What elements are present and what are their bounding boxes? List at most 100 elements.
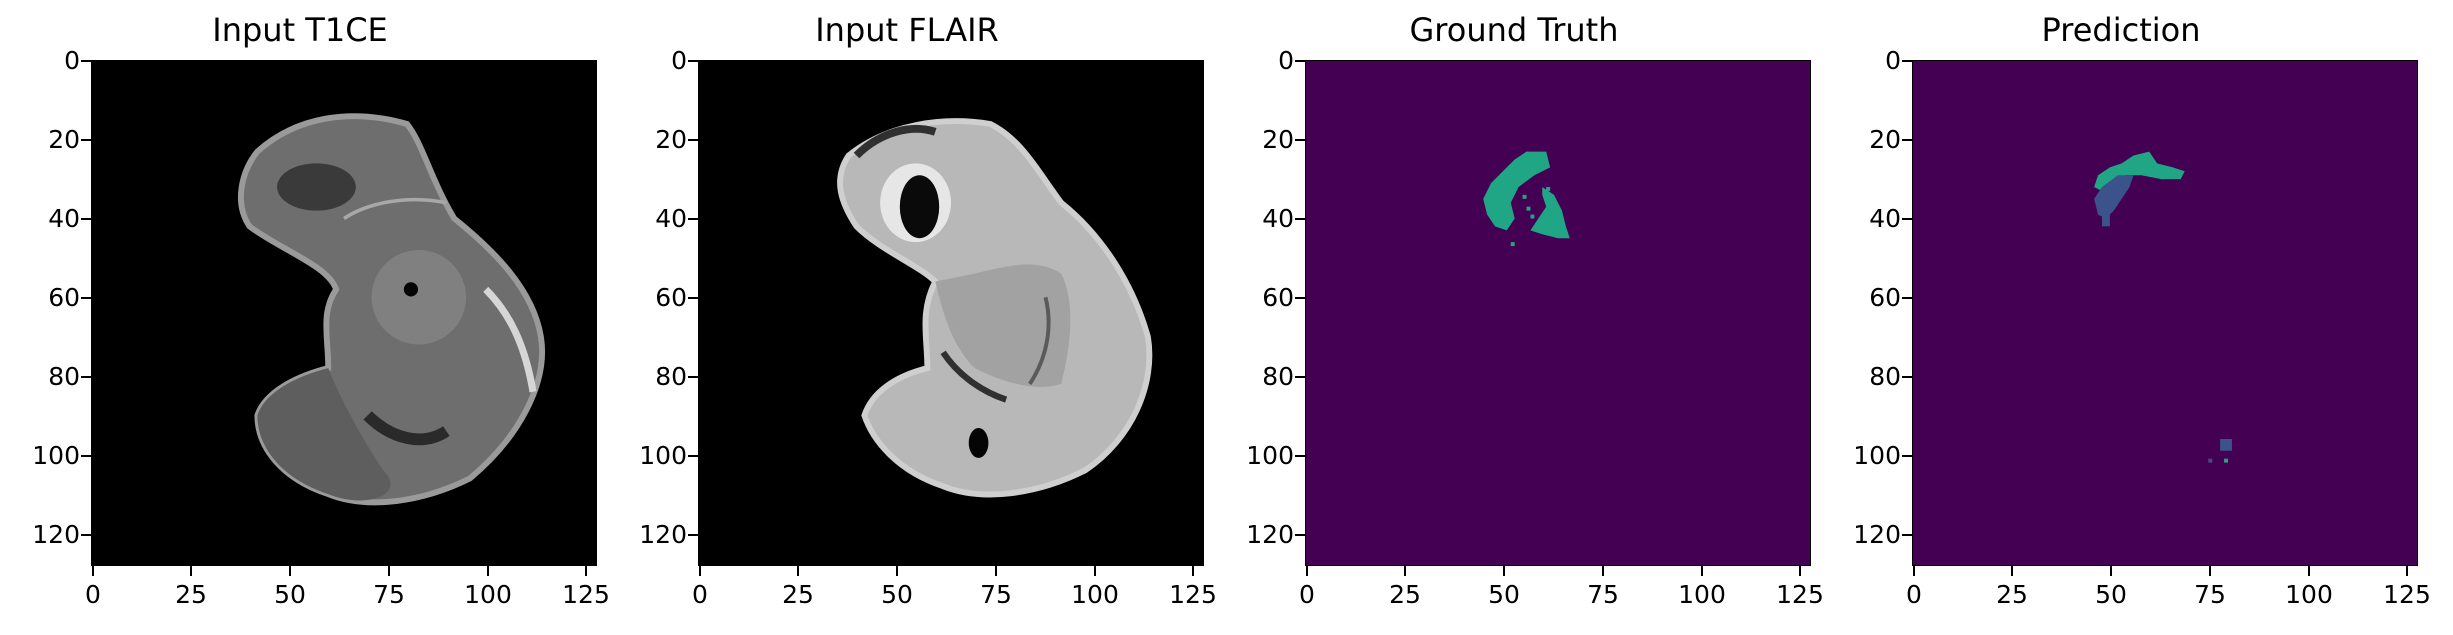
y-tick-label: 0 [1278,46,1294,75]
y-tick-label: 80 [655,362,687,391]
panel-input-t1ce: Input T1CE 0 20 40 60 80 100 120 0 25 50… [0,0,610,635]
x-tick-label: 50 [881,580,913,609]
x-tick [388,566,390,576]
x-tick-label: 100 [1678,580,1726,609]
y-tick [1902,139,1912,141]
x-tick-label: 50 [2095,580,2127,609]
x-tick [2406,566,2408,576]
x-tick-label: 0 [85,580,101,609]
y-tick [688,297,698,299]
x-tick [1913,566,1915,576]
x-tick-label: 75 [373,580,405,609]
image-frame-flair [698,60,1204,566]
x-tick [2011,566,2013,576]
y-tick-label: 0 [1885,46,1901,75]
y-tick-label: 100 [32,441,80,470]
x-tick [797,566,799,576]
x-tick [1701,566,1703,576]
y-tick-label: 80 [1869,362,1901,391]
y-tick-label: 60 [48,283,80,312]
x-tick-label: 75 [980,580,1012,609]
panel-prediction: Prediction 0 20 40 60 80 100 120 0 25 50… [1821,0,2431,635]
x-tick-label: 125 [1169,580,1217,609]
y-tick [1295,139,1305,141]
x-tick [487,566,489,576]
x-tick-label: 50 [1488,580,1520,609]
y-tick [1902,534,1912,536]
x-tick [190,566,192,576]
x-tick [2110,566,2112,576]
x-tick-label: 125 [2383,580,2431,609]
x-tick [1503,566,1505,576]
x-tick [699,566,701,576]
x-tick [2308,566,2310,576]
y-tick [1295,60,1305,62]
x-tick-label: 75 [2194,580,2226,609]
x-tick-label: 125 [562,580,610,609]
y-tick [688,218,698,220]
y-tick-label: 20 [1869,125,1901,154]
y-tick [688,534,698,536]
y-tick-label: 100 [1853,441,1901,470]
prediction-mask [1913,61,2417,565]
x-tick-label: 100 [464,580,512,609]
x-tick [1094,566,1096,576]
x-tick-label: 0 [692,580,708,609]
y-tick-label: 120 [1246,520,1294,549]
x-tick [1602,566,1604,576]
x-tick [289,566,291,576]
y-tick-label: 40 [1869,204,1901,233]
y-tick [81,297,91,299]
y-tick [1902,60,1912,62]
x-tick-label: 0 [1299,580,1315,609]
x-tick-label: 125 [1776,580,1824,609]
x-tick-label: 100 [2285,580,2333,609]
panel-title: Input T1CE [212,11,388,49]
y-tick [81,60,91,62]
panel-title: Input FLAIR [815,11,999,49]
x-tick [1404,566,1406,576]
x-tick [1306,566,1308,576]
x-tick-label: 100 [1071,580,1119,609]
panel-title: Ground Truth [1409,11,1619,49]
x-tick-label: 25 [175,580,207,609]
x-tick-label: 25 [1996,580,2028,609]
y-tick [688,60,698,62]
x-tick [896,566,898,576]
panel-title: Prediction [2041,11,2201,49]
x-tick [995,566,997,576]
y-tick-label: 100 [639,441,687,470]
y-tick-label: 20 [1262,125,1294,154]
x-tick-label: 0 [1906,580,1922,609]
y-tick-label: 20 [655,125,687,154]
y-tick [688,376,698,378]
y-tick [1295,297,1305,299]
y-tick [1295,376,1305,378]
y-tick-label: 80 [1262,362,1294,391]
y-tick [1902,455,1912,457]
x-tick [92,566,94,576]
x-tick [1799,566,1801,576]
x-tick-label: 25 [1389,580,1421,609]
y-tick-label: 100 [1246,441,1294,470]
x-tick-label: 50 [274,580,306,609]
y-tick-label: 60 [655,283,687,312]
x-tick [585,566,587,576]
y-tick-label: 60 [1262,283,1294,312]
y-tick [81,455,91,457]
panel-ground-truth: Ground Truth 0 20 40 60 80 100 120 0 25 … [1214,0,1824,635]
y-tick [81,376,91,378]
x-tick-label: 25 [782,580,814,609]
t1ce-image [92,61,596,565]
x-tick [1192,566,1194,576]
y-tick [81,139,91,141]
y-tick-label: 20 [48,125,80,154]
y-tick-label: 120 [639,520,687,549]
y-tick-label: 120 [32,520,80,549]
y-tick [688,455,698,457]
ground-truth-mask [1306,61,1810,565]
image-frame-t1ce [91,60,597,566]
panel-input-flair: Input FLAIR 0 20 40 60 80 100 120 0 25 5… [607,0,1217,635]
y-tick [81,534,91,536]
y-tick [688,139,698,141]
